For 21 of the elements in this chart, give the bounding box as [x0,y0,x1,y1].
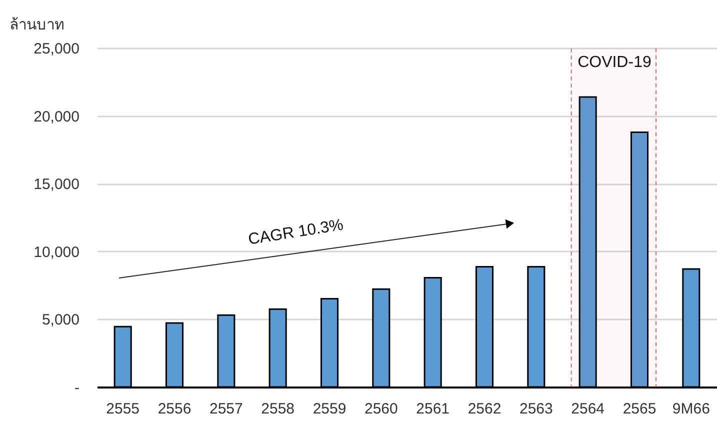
y-tick-label: 25,000 [34,40,80,58]
x-tick-label: 2563 [519,400,553,418]
x-tick-label: 2558 [261,400,295,418]
band-label: COVID-19 [578,54,652,71]
y-axis-title: ล้านบาท [10,16,64,34]
y-tick-label: - [74,380,80,396]
x-tick-label: 2557 [209,400,243,418]
x-tick-label: 9M66 [672,400,710,418]
x-tick-label: 2564 [571,400,605,418]
y-tick-label: 5,000 [42,312,80,329]
x-tick-label: 2562 [468,400,502,418]
x-tick-label: 2560 [364,400,398,418]
y-tick-label: 10,000 [34,244,80,261]
x-tick-label: 2561 [416,400,450,418]
x-tick-label: 2555 [106,400,140,418]
annotation: CAGR 10.3% [247,216,345,248]
x-tick-label: 2556 [158,400,192,418]
y-tick-label: 20,000 [34,108,80,126]
x-tick-label: 2559 [312,400,346,418]
y-tick-label: 15,000 [34,176,80,194]
x-tick-label: 2565 [622,400,656,418]
